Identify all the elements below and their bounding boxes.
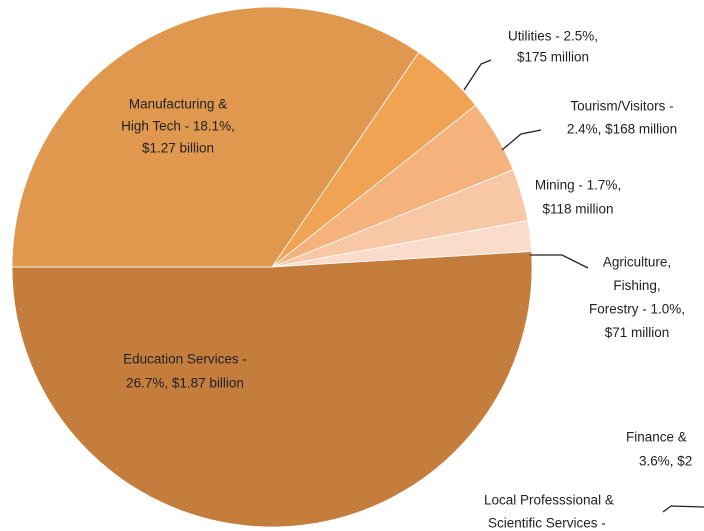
slice-label: $118 million [542, 202, 613, 217]
slice-label: 26.7%, $1.87 billion [126, 376, 244, 391]
pie-slice [11, 250, 533, 528]
leader-line [463, 59, 492, 91]
slice-label: Manufacturing & [129, 97, 227, 112]
slice-label: $175 million [517, 50, 589, 65]
labels: Education Services - 26.7%, $1.87 billion… [121, 29, 692, 531]
slice-label: Education Services - [123, 352, 247, 367]
pie [11, 6, 533, 528]
slice-label: Scientific Services - [488, 516, 606, 531]
pie-slice [11, 6, 420, 268]
slice-label: Forestry - 1.0%, [589, 302, 685, 317]
slice-label: Finance & [626, 430, 687, 445]
slice-label: $71 million [605, 325, 670, 340]
slice-label: Local Professsional & [484, 493, 614, 508]
slice-label: Tourism/Visitors - [570, 99, 673, 114]
slice-label: 3.6%, $2 [639, 454, 692, 469]
leader-line [530, 254, 589, 269]
leader-line [662, 505, 704, 513]
slice-label: $1.27 billion [142, 141, 214, 156]
slice-label: 2.4%, $168 million [567, 122, 677, 137]
slice-label: High Tech - 18.1%, [121, 119, 235, 134]
slice-label: Agriculture, [603, 255, 671, 270]
leader-line [501, 129, 542, 151]
slice-label: Mining - 1.7%, [535, 178, 621, 193]
slice-label: Fishing, [613, 278, 660, 293]
slice-label: Utilities - 2.5%, [508, 29, 598, 44]
